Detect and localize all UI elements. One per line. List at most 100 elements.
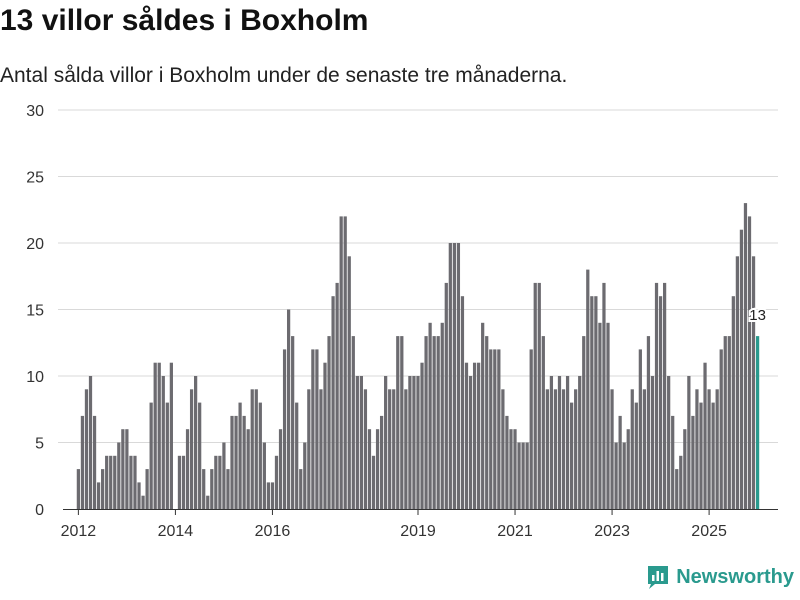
bar [311,349,315,509]
bar [452,243,456,509]
bar [149,402,153,509]
bar [258,402,262,509]
bar [517,442,521,509]
bar [335,282,339,509]
bar [105,455,109,509]
bar [715,389,719,509]
y-tick-label: 25 [26,170,44,187]
bar [432,336,436,509]
bar [541,336,545,509]
bar [388,389,392,509]
x-tick-label: 2019 [400,523,436,540]
bar [743,203,748,509]
bar [315,349,319,509]
bar [137,482,141,509]
y-tick-label: 0 [35,502,44,519]
bar [747,216,752,509]
bar [671,415,675,509]
bar [602,282,606,509]
bar [707,389,711,509]
bar [181,455,186,509]
bar [642,389,647,509]
bar [299,469,303,509]
bar [331,296,335,509]
bar [675,469,679,509]
brand-name: Newsworthy [676,565,794,588]
bar [153,362,157,509]
bar [477,362,481,509]
bar [614,442,618,509]
bar [537,282,541,509]
bar [440,322,444,509]
bar [460,296,465,509]
bar [351,336,355,509]
bar [202,469,206,509]
x-tick-label: 2023 [594,523,630,540]
bar [363,389,368,509]
bar [246,429,250,509]
bar [323,362,327,509]
bar [691,415,695,509]
bar [545,389,549,509]
x-tick-label: 2025 [691,523,727,540]
bar [695,389,699,509]
bar [238,402,242,509]
bar [117,442,121,509]
chart-title: 13 villor såldes i Boxholm [0,4,369,37]
bar [683,429,687,509]
bar [379,415,384,509]
bar [654,282,659,509]
bar [165,402,169,509]
bar [339,216,343,509]
bar-highlight [755,336,760,509]
bar [226,469,230,509]
bar [129,455,133,509]
bar [594,296,598,509]
bar [731,296,735,509]
bar [509,429,513,509]
bar [367,429,372,509]
bar [343,216,347,509]
bar [667,376,671,509]
y-tick-label: 5 [35,436,44,453]
bar [266,482,271,509]
bar [610,389,614,509]
bar [570,402,574,509]
bar [521,442,525,509]
bar [638,349,642,509]
bar [291,336,295,509]
bar [198,402,202,509]
bar [384,376,388,509]
bar [254,389,258,509]
bar [553,389,558,509]
bar [274,455,279,509]
bar [286,309,291,509]
bar [565,376,570,509]
bar [347,256,351,509]
bar [396,336,400,509]
newsworthy-icon [648,566,669,589]
bar [497,349,501,509]
bar [727,336,731,509]
bar [177,455,182,509]
bar [400,336,404,509]
bar [113,455,117,509]
bar [218,455,222,509]
bar [230,415,234,509]
bar [278,429,283,509]
bar [303,442,307,509]
bar [270,482,275,509]
bar [561,389,566,509]
bar [687,376,691,509]
bar [327,336,331,509]
brand-logo: Newsworthy [646,564,794,590]
bar [157,362,161,509]
bar [456,243,461,509]
bar [416,376,420,509]
bar [109,455,113,509]
bar [420,362,424,509]
bar [125,429,129,509]
bar [185,429,190,509]
bar [222,442,226,509]
